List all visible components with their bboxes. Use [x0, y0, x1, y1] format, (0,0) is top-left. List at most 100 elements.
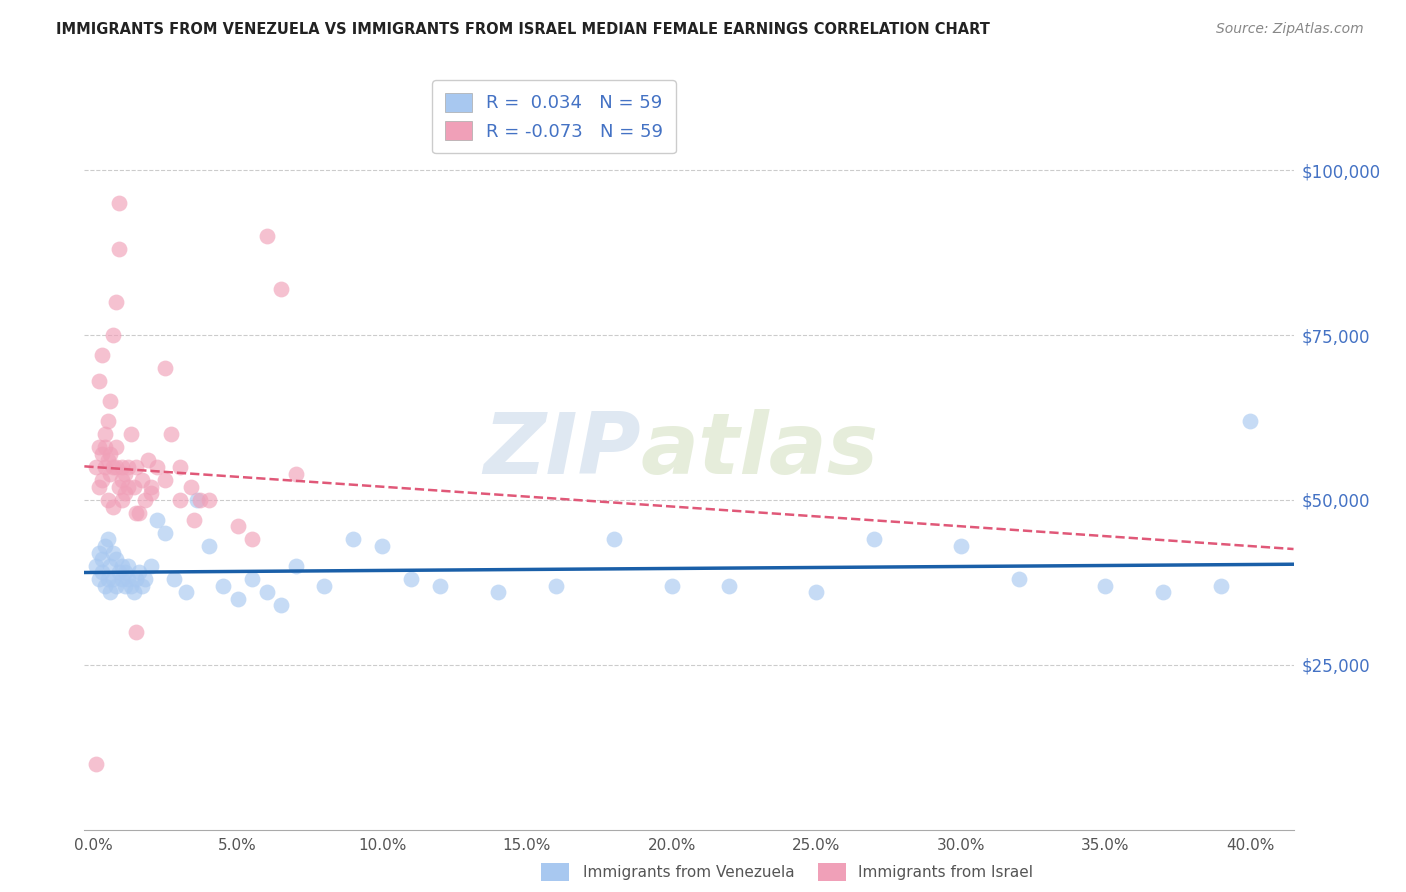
Point — [117, 558, 139, 573]
Point — [90, 348, 112, 362]
Point — [90, 566, 112, 580]
Point — [117, 572, 139, 586]
Point — [105, 459, 128, 474]
Point — [105, 295, 128, 310]
Point — [145, 513, 167, 527]
Text: Immigrants from Israel: Immigrants from Israel — [858, 865, 1032, 880]
Point — [284, 467, 307, 481]
Point — [87, 480, 110, 494]
Point — [125, 506, 148, 520]
Point — [100, 467, 122, 481]
Point — [84, 459, 107, 474]
Point — [111, 473, 134, 487]
Point — [180, 480, 202, 494]
Point — [342, 533, 364, 547]
Point — [486, 585, 509, 599]
Point — [100, 558, 122, 573]
Point — [90, 447, 112, 461]
Point — [111, 492, 134, 507]
Point — [1094, 579, 1116, 593]
Point — [117, 480, 139, 494]
Point — [108, 196, 131, 211]
Point — [96, 533, 118, 547]
Point — [100, 447, 122, 461]
Point — [114, 566, 136, 580]
Point — [284, 558, 307, 573]
Point — [270, 282, 292, 296]
Point — [87, 440, 110, 454]
Point — [169, 459, 191, 474]
Point — [186, 492, 208, 507]
Point — [270, 599, 292, 613]
Point — [93, 440, 115, 454]
Point — [169, 492, 191, 507]
Point — [371, 539, 394, 553]
Point — [90, 473, 112, 487]
Point — [1152, 585, 1174, 599]
Point — [718, 579, 741, 593]
Point — [96, 572, 118, 586]
Point — [93, 539, 115, 553]
Point — [87, 374, 110, 388]
Point — [136, 453, 159, 467]
Point — [120, 427, 142, 442]
Point — [314, 579, 336, 593]
Point — [103, 500, 125, 514]
Point — [108, 566, 131, 580]
Point — [84, 756, 107, 771]
Point — [128, 506, 150, 520]
Point — [128, 566, 150, 580]
Point — [122, 480, 145, 494]
Point — [1239, 414, 1261, 428]
Point — [93, 427, 115, 442]
Point — [603, 533, 626, 547]
Point — [108, 243, 131, 257]
Point — [96, 492, 118, 507]
Point — [117, 459, 139, 474]
Point — [160, 427, 183, 442]
Point — [949, 539, 972, 553]
Point — [105, 440, 128, 454]
Point — [661, 579, 683, 593]
Text: ZIP: ZIP — [482, 409, 641, 492]
Point — [131, 473, 153, 487]
Point — [125, 624, 148, 639]
Point — [122, 585, 145, 599]
Point — [103, 328, 125, 343]
Point — [125, 459, 148, 474]
Point — [139, 480, 162, 494]
Point — [863, 533, 886, 547]
Point — [134, 572, 156, 586]
Point — [87, 546, 110, 560]
Point — [103, 546, 125, 560]
Point — [197, 492, 219, 507]
Point — [544, 579, 567, 593]
Point — [90, 552, 112, 566]
Point — [155, 361, 177, 376]
Point — [155, 525, 177, 540]
Point — [429, 579, 451, 593]
Point — [120, 579, 142, 593]
Point — [100, 585, 122, 599]
Point — [197, 539, 219, 553]
Point — [114, 467, 136, 481]
Point — [256, 585, 278, 599]
Point — [399, 572, 422, 586]
Point — [111, 572, 134, 586]
Text: Source: ZipAtlas.com: Source: ZipAtlas.com — [1216, 22, 1364, 37]
Point — [139, 486, 162, 500]
Point — [93, 579, 115, 593]
Point — [111, 558, 134, 573]
Point — [114, 486, 136, 500]
Point — [100, 394, 122, 409]
Point — [226, 519, 249, 533]
Point — [134, 492, 156, 507]
Point — [103, 459, 125, 474]
Point — [256, 229, 278, 244]
Point — [105, 579, 128, 593]
Legend: R =  0.034   N = 59, R = -0.073   N = 59: R = 0.034 N = 59, R = -0.073 N = 59 — [432, 80, 676, 153]
Point — [163, 572, 186, 586]
Text: atlas: atlas — [641, 409, 879, 492]
Point — [108, 480, 131, 494]
Point — [103, 572, 125, 586]
